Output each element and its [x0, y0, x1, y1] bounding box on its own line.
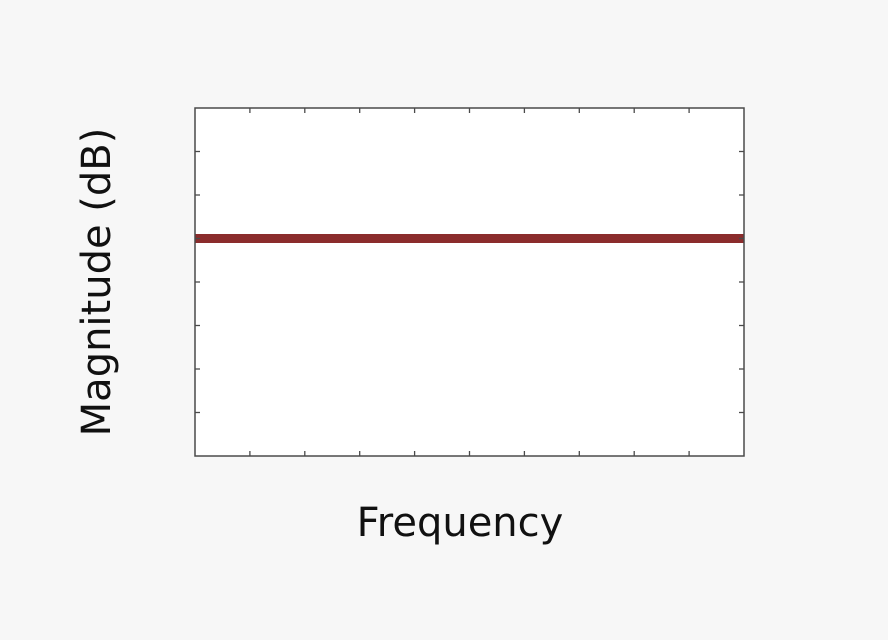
tick-layer [195, 108, 744, 456]
y-axis-label: Magnitude (dB) [74, 128, 120, 437]
x-axis-label: Frequency [357, 500, 564, 546]
plot-area [195, 108, 744, 456]
plot-frame [194, 107, 745, 457]
